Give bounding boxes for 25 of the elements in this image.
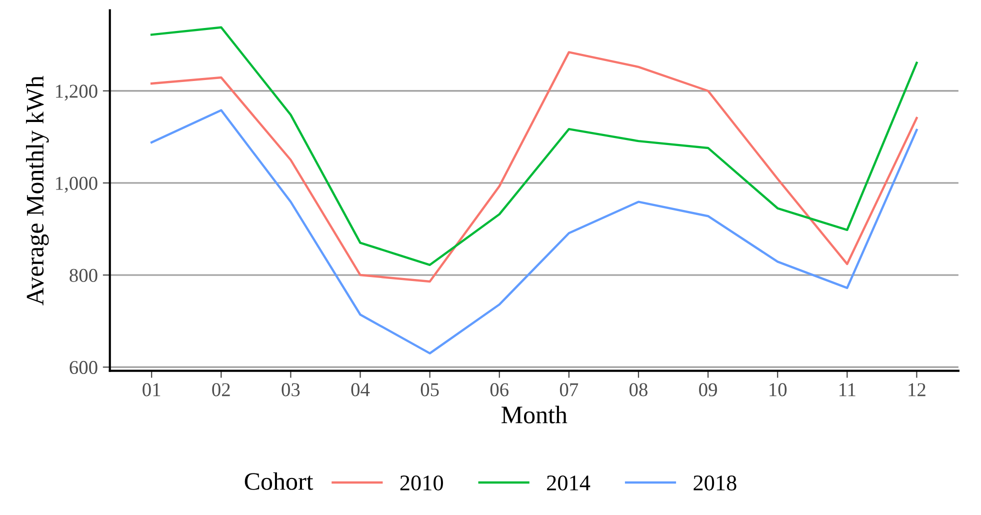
y-tick-label: 600	[70, 360, 98, 374]
x-tick-label: 12	[908, 383, 926, 396]
x-tick-label: 07	[560, 383, 578, 396]
x-tick-label: 10	[770, 383, 787, 396]
x-tick-label: 04	[351, 383, 370, 396]
y-tick-label: 1,200	[56, 84, 98, 101]
line-series	[150, 51, 918, 283]
y-tick-label: 1,000	[56, 176, 98, 193]
legend-label: 2018	[694, 475, 736, 490]
legend-label: 2014	[547, 475, 590, 490]
x-tick-label: 05	[420, 383, 439, 396]
y-tick-label: 800	[70, 268, 98, 282]
x-tick-label: 03	[282, 383, 300, 396]
x-tick-label: 02	[212, 383, 230, 396]
x-tick-label: 09	[699, 383, 717, 396]
x-tick-label: 06	[490, 383, 509, 396]
x-axis-title: Month	[502, 406, 568, 424]
line-series	[150, 109, 918, 354]
x-tick-label: 01	[142, 383, 160, 396]
x-tick-label: 11	[840, 383, 856, 396]
line-series	[150, 26, 918, 266]
legend-label: 2010	[400, 475, 443, 490]
y-axis-title: Average Monthly kWh	[26, 76, 49, 306]
x-tick-label: 08	[630, 383, 648, 396]
legend-title: Cohort	[244, 472, 314, 490]
